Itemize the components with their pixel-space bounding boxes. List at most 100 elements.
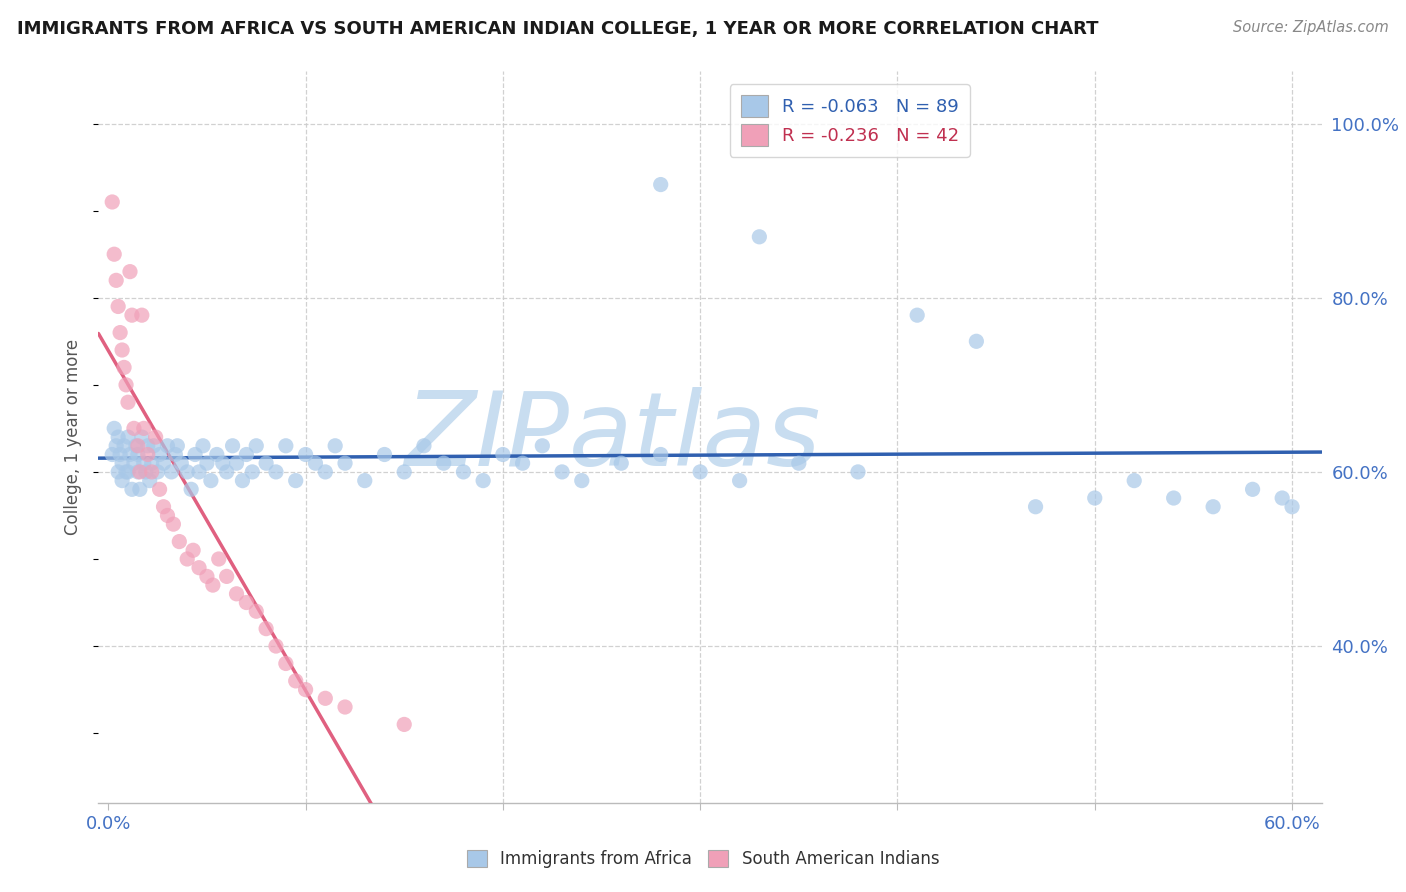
Point [188, 465, 211, 479]
Point [200, 474, 222, 488]
Point [208, 552, 231, 566]
Point [245, 604, 267, 618]
Point [231, 474, 253, 488]
Point [373, 448, 395, 462]
Point [141, 456, 163, 470]
Point [748, 229, 770, 244]
Point [165, 448, 187, 462]
Text: ZIPatlas: ZIPatlas [404, 387, 820, 487]
Point [105, 273, 128, 287]
Point [284, 673, 307, 688]
Point [118, 265, 141, 279]
Point [103, 421, 125, 435]
Point [1241, 483, 1264, 497]
Point [176, 552, 198, 566]
Point [215, 465, 238, 479]
Point [160, 465, 183, 479]
Legend: R = -0.063   N = 89, R = -0.236   N = 42: R = -0.063 N = 89, R = -0.236 N = 42 [730, 84, 970, 157]
Point [254, 456, 277, 470]
Point [128, 465, 150, 479]
Point [117, 465, 139, 479]
Point [235, 595, 257, 609]
Point [472, 474, 495, 488]
Point [181, 543, 204, 558]
Point [145, 430, 167, 444]
Point [128, 483, 150, 497]
Point [264, 465, 287, 479]
Text: IMMIGRANTS FROM AFRICA VS SOUTH AMERICAN INDIAN COLLEGE, 1 YEAR OR MORE CORRELAT: IMMIGRANTS FROM AFRICA VS SOUTH AMERICAN… [17, 20, 1098, 37]
Point [107, 430, 129, 444]
Point [142, 439, 165, 453]
Point [146, 465, 169, 479]
Point [149, 483, 172, 497]
Point [1025, 500, 1047, 514]
Point [531, 439, 554, 453]
Point [413, 439, 436, 453]
Point [131, 430, 153, 444]
Point [105, 439, 128, 453]
Point [304, 456, 326, 470]
Legend: Immigrants from Africa, South American Indians: Immigrants from Africa, South American I… [460, 843, 946, 875]
Point [965, 334, 987, 349]
Point [551, 465, 574, 479]
Y-axis label: College, 1 year or more: College, 1 year or more [65, 339, 83, 535]
Point [225, 456, 247, 470]
Point [314, 465, 336, 479]
Point [254, 622, 277, 636]
Point [152, 456, 174, 470]
Point [294, 682, 316, 697]
Point [264, 639, 287, 653]
Point [284, 474, 307, 488]
Point [156, 439, 179, 453]
Point [138, 474, 160, 488]
Point [1281, 500, 1303, 514]
Point [152, 500, 174, 514]
Point [571, 474, 593, 488]
Point [433, 456, 456, 470]
Point [689, 465, 711, 479]
Point [136, 439, 159, 453]
Point [111, 343, 134, 357]
Point [323, 439, 346, 453]
Point [149, 448, 172, 462]
Point [728, 474, 751, 488]
Point [112, 439, 135, 453]
Point [111, 456, 134, 470]
Point [235, 448, 257, 462]
Point [650, 178, 672, 192]
Point [118, 448, 141, 462]
Point [225, 587, 247, 601]
Point [1163, 491, 1185, 505]
Point [392, 465, 416, 479]
Point [195, 569, 218, 583]
Point [245, 439, 267, 453]
Point [1271, 491, 1294, 505]
Point [333, 456, 356, 470]
Point [1202, 500, 1225, 514]
Point [127, 465, 149, 479]
Point [274, 657, 297, 671]
Point [162, 517, 184, 532]
Point [1084, 491, 1107, 505]
Point [170, 456, 193, 470]
Point [176, 465, 198, 479]
Point [107, 300, 129, 314]
Point [136, 448, 159, 462]
Text: Source: ZipAtlas.com: Source: ZipAtlas.com [1233, 20, 1389, 35]
Point [125, 439, 148, 453]
Point [392, 717, 416, 731]
Point [180, 483, 202, 497]
Point [112, 360, 135, 375]
Point [166, 439, 188, 453]
Point [122, 456, 145, 470]
Point [221, 439, 243, 453]
Point [141, 465, 163, 479]
Point [108, 448, 131, 462]
Point [453, 465, 475, 479]
Point [103, 247, 125, 261]
Point [610, 456, 633, 470]
Point [115, 377, 138, 392]
Point [205, 448, 228, 462]
Point [650, 448, 672, 462]
Point [274, 439, 297, 453]
